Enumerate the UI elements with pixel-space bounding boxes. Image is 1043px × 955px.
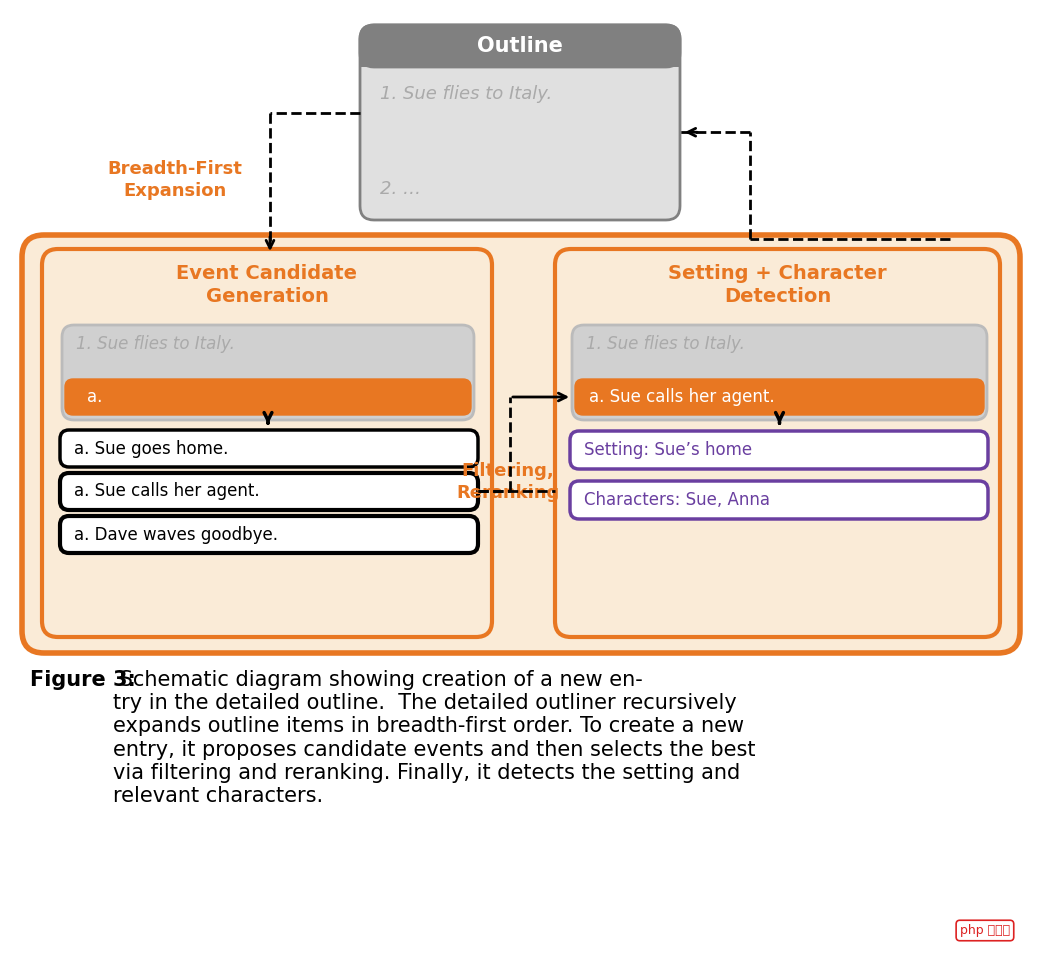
Text: a. Sue calls her agent.: a. Sue calls her agent.	[589, 388, 775, 406]
Text: Filtering,
Reranking: Filtering, Reranking	[457, 462, 560, 502]
FancyBboxPatch shape	[62, 325, 474, 420]
Text: a. Dave waves goodbye.: a. Dave waves goodbye.	[74, 525, 278, 543]
FancyBboxPatch shape	[555, 249, 1000, 637]
Text: Schematic diagram showing creation of a new en-
try in the detailed outline.  Th: Schematic diagram showing creation of a …	[113, 670, 755, 806]
Text: 1. Sue flies to Italy.: 1. Sue flies to Italy.	[380, 85, 552, 103]
Text: Setting + Character
Detection: Setting + Character Detection	[669, 264, 887, 307]
Text: a. Sue goes home.: a. Sue goes home.	[74, 439, 228, 457]
Text: Characters: Sue, Anna: Characters: Sue, Anna	[584, 491, 770, 509]
Text: a.: a.	[87, 388, 102, 406]
FancyBboxPatch shape	[60, 430, 478, 467]
FancyBboxPatch shape	[571, 481, 988, 519]
Text: Setting: Sue’s home: Setting: Sue’s home	[584, 441, 752, 459]
FancyBboxPatch shape	[65, 379, 471, 415]
Text: a. Sue calls her agent.: a. Sue calls her agent.	[74, 482, 260, 500]
FancyBboxPatch shape	[22, 235, 1020, 653]
FancyBboxPatch shape	[60, 473, 478, 510]
FancyBboxPatch shape	[571, 431, 988, 469]
FancyBboxPatch shape	[360, 25, 680, 67]
FancyBboxPatch shape	[572, 325, 987, 420]
Text: 2. …: 2. …	[380, 180, 421, 198]
Bar	[360, 46, 680, 67]
FancyBboxPatch shape	[360, 25, 680, 220]
Text: Figure 3:: Figure 3:	[30, 670, 136, 690]
Text: Event Candidate
Generation: Event Candidate Generation	[176, 264, 358, 307]
FancyBboxPatch shape	[60, 516, 478, 553]
FancyBboxPatch shape	[575, 379, 984, 415]
Text: 1. Sue flies to Italy.: 1. Sue flies to Italy.	[586, 335, 745, 353]
Text: 1. Sue flies to Italy.: 1. Sue flies to Italy.	[76, 335, 235, 353]
Text: Outline: Outline	[477, 36, 563, 56]
FancyBboxPatch shape	[42, 249, 492, 637]
Text: Breadth-First
Expansion: Breadth-First Expansion	[107, 159, 242, 201]
Text: php 中文网: php 中文网	[960, 924, 1010, 937]
